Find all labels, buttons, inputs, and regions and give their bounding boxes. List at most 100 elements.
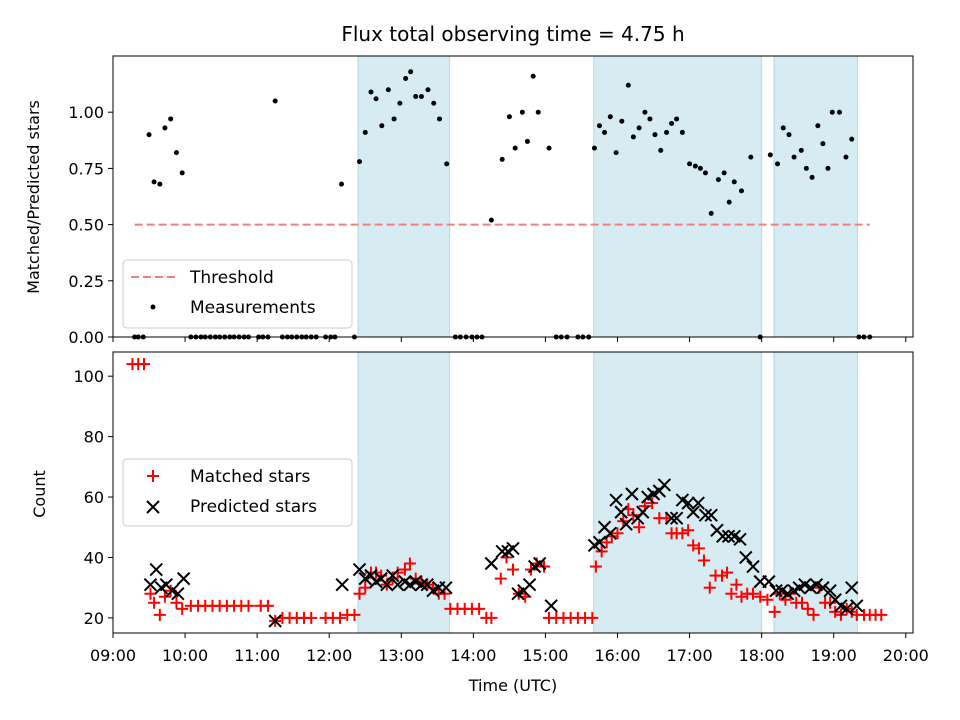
y-tick-label: 80 xyxy=(84,428,104,447)
predicted-star-point xyxy=(603,526,618,540)
matched-star-point xyxy=(403,557,416,570)
measurement-point xyxy=(692,163,698,169)
matched-star-point xyxy=(730,578,743,591)
measurement-point xyxy=(338,181,344,187)
measurement-point xyxy=(775,161,781,167)
measurement-point xyxy=(726,199,732,205)
measurement-point xyxy=(664,129,670,135)
x-tick-label: 15:00 xyxy=(522,646,568,665)
measurement-point xyxy=(373,96,379,102)
predicted-star-point xyxy=(816,580,830,595)
measurement-point xyxy=(179,170,185,176)
measurement-point xyxy=(546,145,552,151)
predicted-star-point xyxy=(823,583,837,598)
measurement-point xyxy=(499,156,505,162)
measurement-point xyxy=(524,138,530,144)
x-tick-label: 19:00 xyxy=(811,646,857,665)
measurement-point xyxy=(669,120,675,126)
x-tick-label: 13:00 xyxy=(378,646,424,665)
y-tick-label: 0.50 xyxy=(68,216,104,235)
predicted-legend-swatch xyxy=(146,500,160,514)
bottom-x-ticks: 09:00 10:00 11:00 12:00 13:00 14:00 15:00 16:00… xyxy=(90,633,929,665)
matched-star-point xyxy=(697,554,710,567)
measurement-point xyxy=(512,145,518,151)
measurement-point xyxy=(636,125,642,131)
predicted-star-point xyxy=(171,587,185,601)
bottom-y-axis-label: Count xyxy=(30,470,49,518)
matched-star-point xyxy=(586,611,599,624)
matched-star-point xyxy=(359,581,372,594)
measurement-point xyxy=(602,129,608,135)
measurement-point xyxy=(642,109,648,115)
matched-star-point xyxy=(144,587,157,600)
y-tick-label: 0.00 xyxy=(68,328,104,347)
predicted-star-point xyxy=(625,487,639,501)
top-x-ticks xyxy=(112,337,907,342)
predicted-star-point xyxy=(681,496,695,510)
matched-star-point xyxy=(611,527,624,540)
predicted-star-point xyxy=(176,571,191,586)
predicted-star-point xyxy=(390,577,405,592)
measurement-point xyxy=(408,69,414,75)
matched-star-point xyxy=(176,602,189,615)
measurement-point xyxy=(809,174,815,180)
matched-star-point xyxy=(334,611,347,624)
measurement-point xyxy=(697,165,703,171)
y-tick-label: 60 xyxy=(84,488,104,507)
x-axis-label: Time (UTC) xyxy=(468,676,557,695)
x-tick-label: 09:00 xyxy=(90,646,136,665)
predicted-star-point xyxy=(522,577,537,592)
predicted-star-point xyxy=(614,505,628,519)
predicted-star-point xyxy=(721,529,736,544)
measurement-point xyxy=(625,82,631,88)
predicted-star-point xyxy=(657,478,672,492)
matched-star-point xyxy=(589,560,602,573)
predicted-star-point xyxy=(780,587,795,601)
predicted-star-point xyxy=(669,511,684,525)
predicted-star-point xyxy=(845,580,859,595)
matched-legend-swatch xyxy=(147,470,159,482)
matched-star-point xyxy=(348,608,361,621)
predicted-star-point xyxy=(769,583,783,598)
predicted-star-point xyxy=(686,505,700,519)
predicted-star-point xyxy=(268,614,282,628)
measurement-point xyxy=(613,150,619,156)
measurements-legend-label: Measurements xyxy=(190,298,316,318)
measurement-point xyxy=(820,141,826,147)
measurement-point xyxy=(391,116,397,122)
predicted-star-point xyxy=(733,532,747,547)
measurement-point xyxy=(168,116,174,122)
x-tick-label: 18:00 xyxy=(739,646,785,665)
measurement-point xyxy=(362,129,368,135)
predicted-star-point xyxy=(739,550,753,565)
matched-legend-label: Matched stars xyxy=(190,467,310,487)
measurement-point xyxy=(630,134,636,140)
bottom-legend-box xyxy=(122,458,353,527)
predicted-star-point xyxy=(698,508,713,522)
measurement-point xyxy=(607,114,613,120)
predicted-star-point xyxy=(609,493,623,507)
predicted-star-points xyxy=(143,478,864,628)
matched-star-point xyxy=(646,497,659,510)
shaded-interval xyxy=(773,55,859,338)
measurement-point xyxy=(731,179,737,185)
shaded-interval xyxy=(593,55,763,338)
matched-star-point xyxy=(391,566,404,579)
matched-star-point xyxy=(682,524,695,537)
y-tick-label: 20 xyxy=(84,609,104,628)
y-tick-label: 0.75 xyxy=(68,159,104,178)
measurement-point xyxy=(425,87,431,93)
predicted-star-point xyxy=(149,562,163,577)
x-tick-label: 11:00 xyxy=(234,646,280,665)
predicted-star-point xyxy=(592,535,607,550)
matched-star-point xyxy=(170,596,183,609)
measurements-legend-swatch xyxy=(150,304,156,310)
x-tick-label: 12:00 xyxy=(306,646,352,665)
measurement-point xyxy=(535,109,541,115)
measurement-point xyxy=(849,136,855,142)
matched-star-point xyxy=(153,608,166,621)
measurement-point xyxy=(385,87,391,93)
measurement-point xyxy=(715,177,721,183)
measurement-point xyxy=(596,123,602,129)
